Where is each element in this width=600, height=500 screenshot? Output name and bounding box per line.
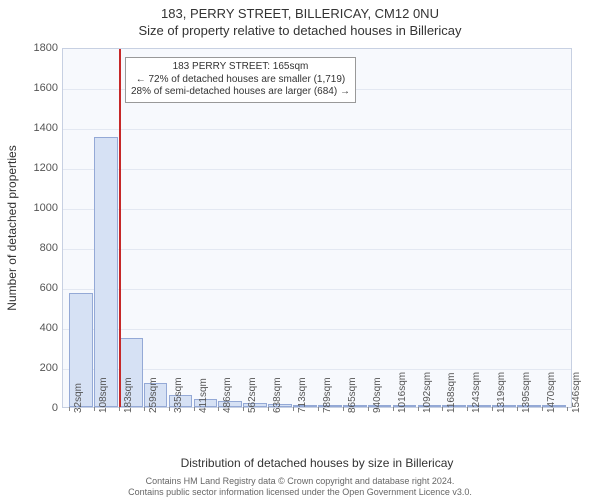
x-tick-label: 108sqm <box>98 377 109 413</box>
x-tick-mark <box>343 407 344 411</box>
x-tick-mark <box>144 407 145 411</box>
x-tick-mark <box>442 407 443 411</box>
chart: Number of detached properties 32sqm108sq… <box>62 48 572 408</box>
x-tick-label: 638sqm <box>272 377 283 413</box>
y-tick-label: 1800 <box>18 42 58 54</box>
annotation-line: 28% of semi-detached houses are larger (… <box>131 86 350 99</box>
x-tick-label: 1395sqm <box>521 372 532 413</box>
x-tick-label: 1168sqm <box>446 373 457 413</box>
y-tick-label: 1200 <box>18 162 58 174</box>
x-tick-mark <box>119 407 120 411</box>
x-tick-mark <box>218 407 219 411</box>
y-tick-label: 1400 <box>18 122 58 134</box>
x-tick-mark <box>492 407 493 411</box>
annotation-line: ← 72% of detached houses are smaller (1,… <box>131 74 350 87</box>
x-tick-label: 789sqm <box>322 377 333 413</box>
x-tick-mark <box>194 407 195 411</box>
x-tick-label: 1092sqm <box>422 372 433 413</box>
footer-line-1: Contains HM Land Registry data © Crown c… <box>0 476 600 487</box>
bar <box>94 137 118 407</box>
x-tick-label: 1016sqm <box>397 372 408 413</box>
x-tick-label: 1546sqm <box>571 372 582 413</box>
x-tick-mark <box>368 407 369 411</box>
x-tick-mark <box>542 407 543 411</box>
gridline <box>63 169 571 170</box>
x-tick-mark <box>293 407 294 411</box>
x-tick-mark <box>567 407 568 411</box>
y-tick-label: 1600 <box>18 82 58 94</box>
x-tick-label: 1243sqm <box>471 372 482 413</box>
x-tick-label: 940sqm <box>372 377 383 413</box>
x-tick-mark <box>517 407 518 411</box>
x-axis-label: Distribution of detached houses by size … <box>181 456 454 470</box>
x-tick-label: 183sqm <box>123 377 134 413</box>
x-tick-mark <box>418 407 419 411</box>
annotation-box: 183 PERRY STREET: 165sqm← 72% of detache… <box>125 57 356 103</box>
x-tick-mark <box>69 407 70 411</box>
y-axis-label: Number of detached properties <box>5 145 19 310</box>
highlight-line <box>119 49 121 407</box>
x-tick-label: 486sqm <box>222 377 233 413</box>
x-tick-label: 865sqm <box>347 377 358 413</box>
x-tick-label: 411sqm <box>198 378 209 413</box>
page-title: 183, PERRY STREET, BILLERICAY, CM12 0NU <box>0 0 600 21</box>
gridline <box>63 129 571 130</box>
x-tick-mark <box>169 407 170 411</box>
annotation-line: 183 PERRY STREET: 165sqm <box>131 61 350 74</box>
gridline <box>63 329 571 330</box>
gridline <box>63 209 571 210</box>
footer: Contains HM Land Registry data © Crown c… <box>0 476 600 498</box>
x-tick-mark <box>243 407 244 411</box>
x-tick-label: 259sqm <box>148 377 159 413</box>
x-tick-mark <box>393 407 394 411</box>
y-tick-label: 0 <box>18 402 58 414</box>
y-tick-label: 600 <box>18 282 58 294</box>
x-tick-mark <box>94 407 95 411</box>
y-tick-label: 1000 <box>18 202 58 214</box>
x-tick-mark <box>467 407 468 411</box>
x-tick-label: 335sqm <box>173 377 184 413</box>
x-tick-label: 713sqm <box>297 377 308 413</box>
page-subtitle: Size of property relative to detached ho… <box>0 21 600 38</box>
x-tick-mark <box>268 407 269 411</box>
gridline <box>63 289 571 290</box>
footer-line-2: Contains public sector information licen… <box>0 487 600 498</box>
x-tick-mark <box>318 407 319 411</box>
x-tick-label: 1470sqm <box>546 372 557 413</box>
gridline <box>63 249 571 250</box>
x-tick-label: 1319sqm <box>496 372 507 413</box>
y-tick-label: 800 <box>18 242 58 254</box>
x-tick-label: 562sqm <box>247 377 258 413</box>
y-tick-label: 400 <box>18 322 58 334</box>
x-tick-label: 32sqm <box>73 383 84 413</box>
plot-area: 32sqm108sqm183sqm259sqm335sqm411sqm486sq… <box>62 48 572 408</box>
y-tick-label: 200 <box>18 362 58 374</box>
